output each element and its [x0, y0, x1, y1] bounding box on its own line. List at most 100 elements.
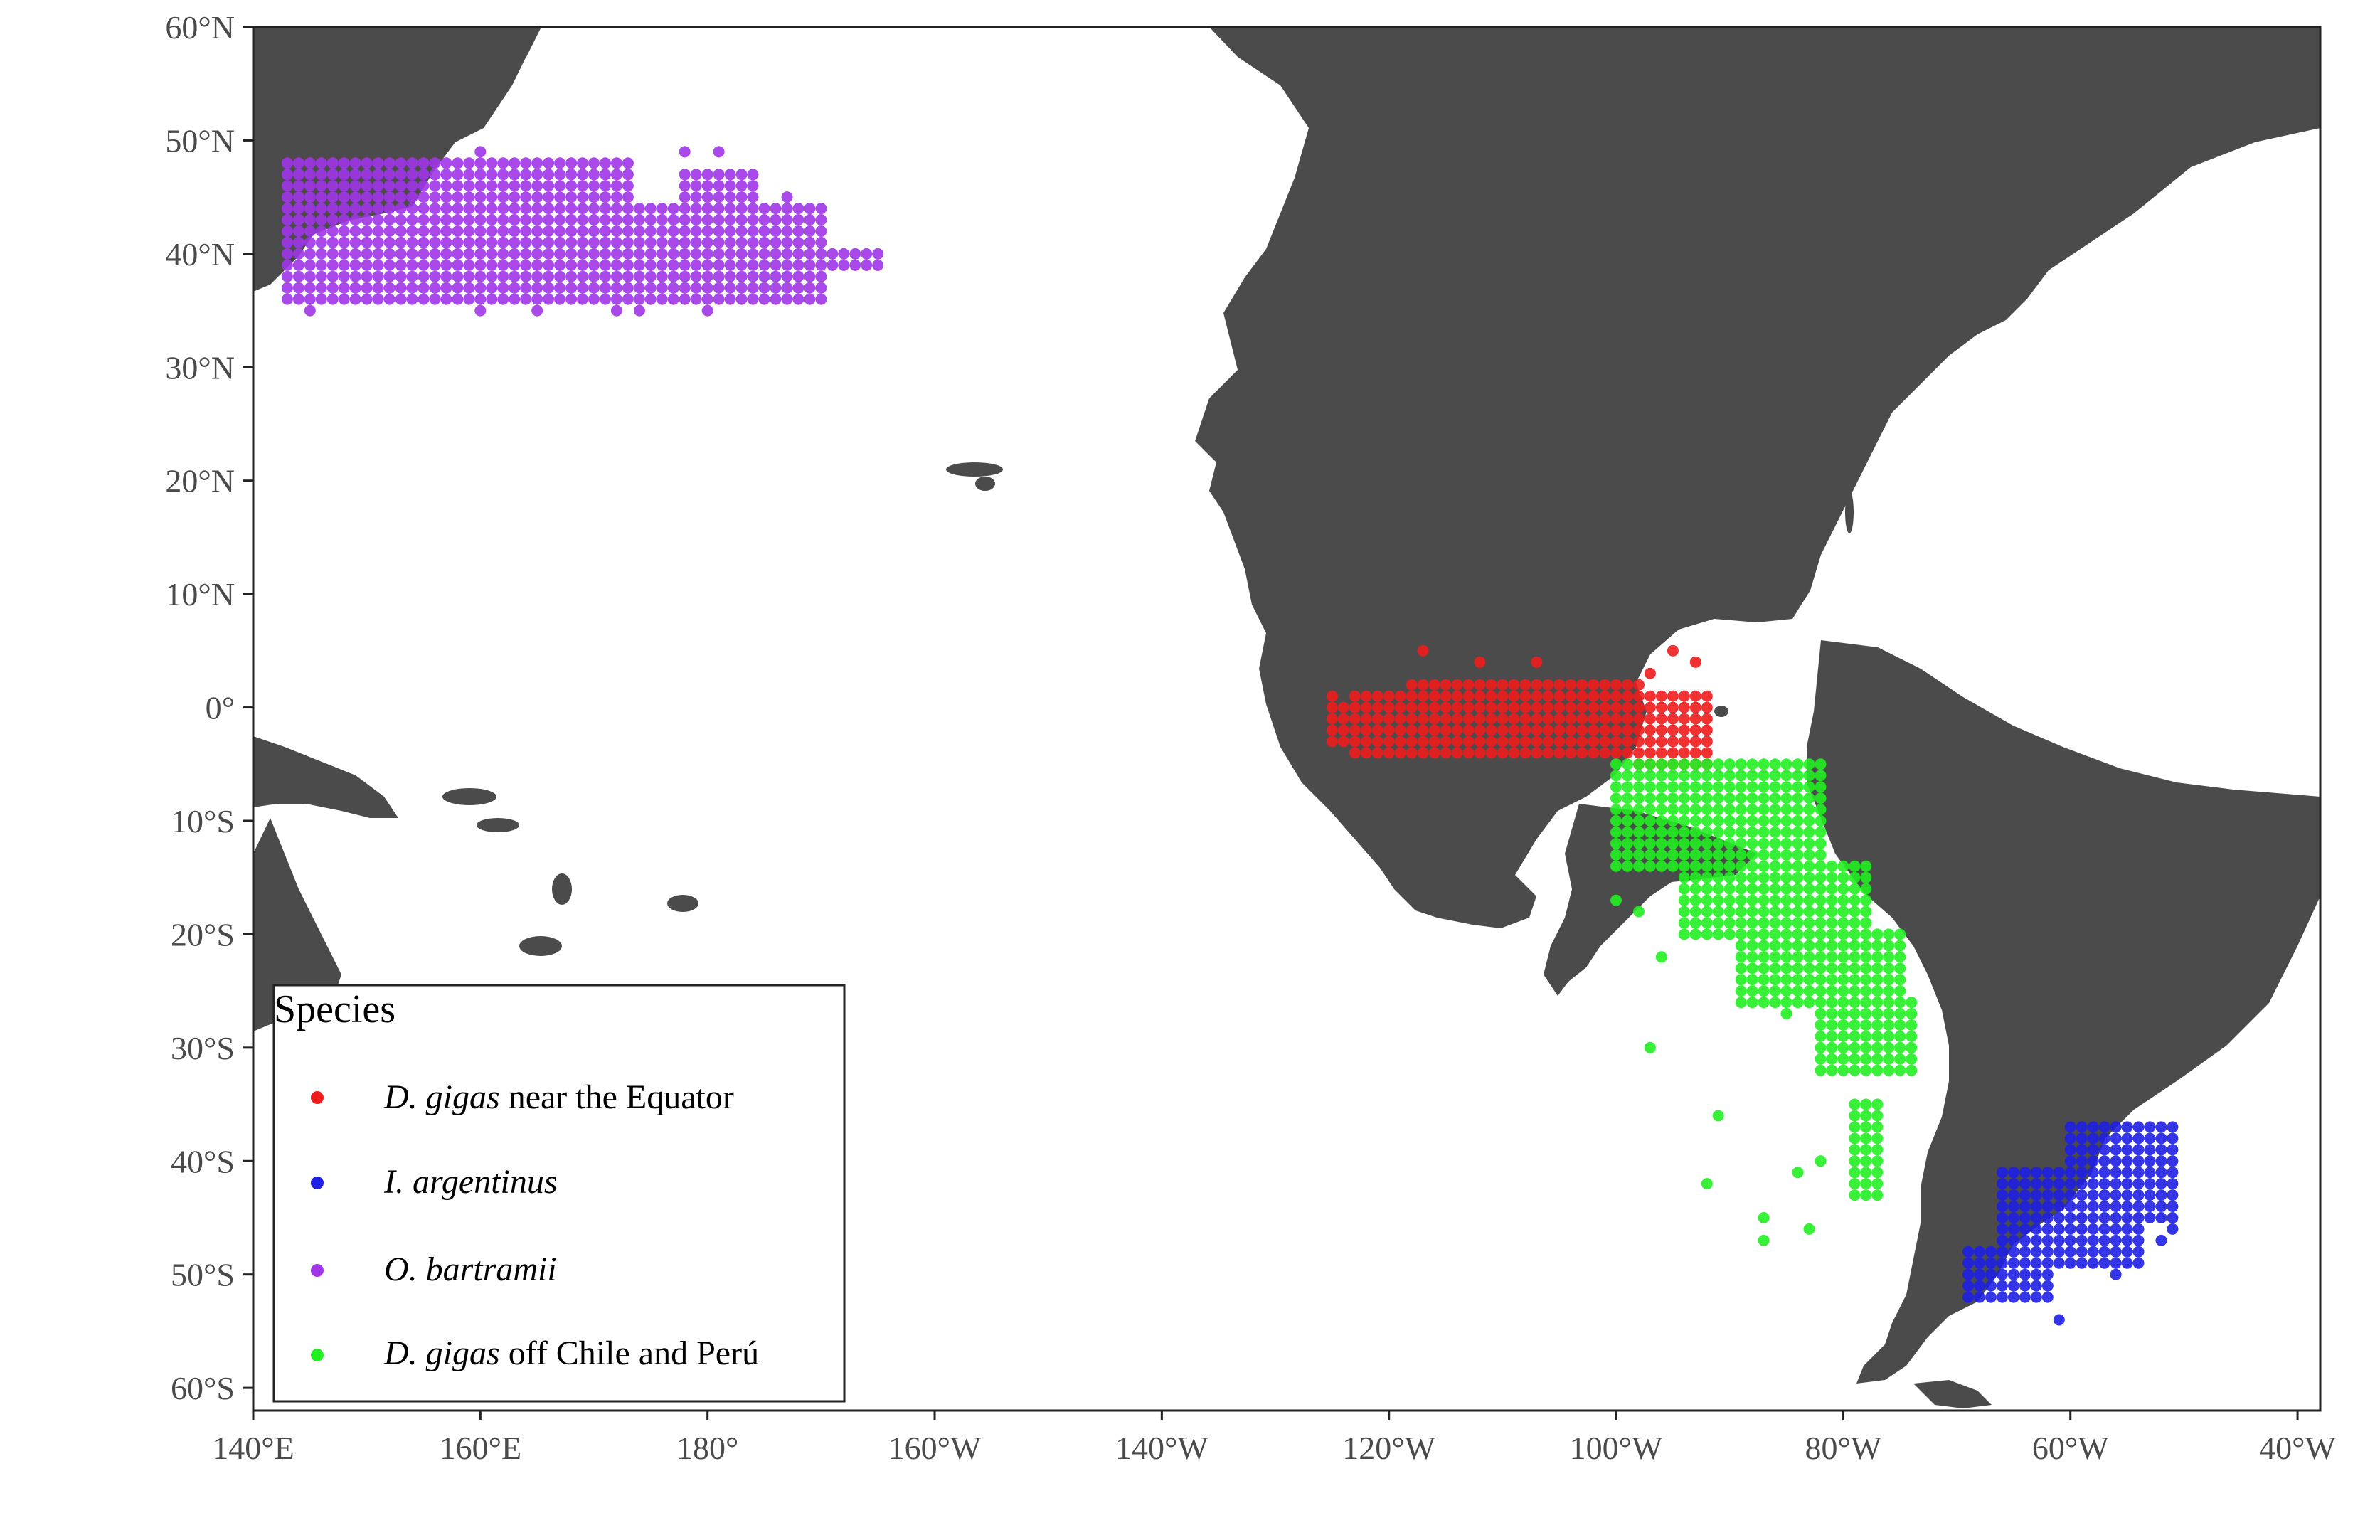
argentinus-point	[2098, 1246, 2110, 1258]
bartramii-point	[406, 203, 418, 215]
chile-peru-gigas-point	[1667, 781, 1679, 793]
equator-gigas-point	[1701, 713, 1713, 725]
bartramii-point	[315, 236, 327, 248]
argentinus-point	[2121, 1167, 2133, 1179]
chile-peru-gigas-point	[1780, 758, 1792, 770]
bartramii-point	[315, 225, 327, 237]
chile-peru-gigas-point	[1837, 1008, 1849, 1019]
bartramii-point	[463, 191, 475, 203]
chile-peru-gigas-point	[1792, 917, 1804, 929]
chile-peru-gigas-point	[1883, 962, 1895, 975]
argentinus-point	[2007, 1167, 2019, 1179]
argentinus-point	[2144, 1132, 2156, 1145]
chile-peru-gigas-point	[1769, 997, 1781, 1009]
bartramii-point	[770, 293, 782, 305]
bartramii-point	[281, 203, 293, 215]
bartramii-point	[701, 214, 713, 225]
chile-peru-gigas-point	[1769, 917, 1781, 929]
chile-peru-gigas-point	[1837, 1053, 1849, 1065]
chile-peru-gigas-point	[1723, 837, 1736, 849]
chile-peru-gigas-point	[1826, 1008, 1838, 1019]
bartramii-point	[577, 214, 588, 225]
equator-gigas-point	[1553, 747, 1566, 759]
bartramii-point	[349, 282, 361, 294]
bartramii-point	[531, 169, 543, 181]
bartramii-point	[701, 270, 713, 282]
chile-peru-gigas-point	[1860, 997, 1872, 1009]
legend-label-chile-peru-gigas: D. gigas off Chile and Perú	[383, 1334, 759, 1372]
chile-peru-gigas-point	[1837, 1030, 1849, 1042]
chile-peru-gigas-point	[1644, 781, 1656, 793]
bartramii-point	[383, 293, 395, 305]
bartramii-point	[781, 236, 793, 248]
chile-peru-gigas-point	[1655, 815, 1667, 827]
bartramii-point	[349, 259, 361, 271]
bartramii-point	[395, 180, 407, 192]
bartramii-point	[315, 169, 327, 181]
argentinus-point	[2076, 1178, 2088, 1190]
y-tick-label: 30°S	[171, 1030, 235, 1066]
chile-peru-gigas-point	[1792, 974, 1804, 986]
bartramii-point	[713, 225, 725, 237]
chile-peru-gigas-point	[1769, 962, 1781, 975]
bartramii-point	[474, 248, 487, 260]
equator-gigas-point	[1383, 713, 1395, 725]
bartramii-point	[486, 270, 498, 282]
bartramii-point	[758, 203, 770, 215]
bartramii-point	[463, 157, 475, 169]
chile-peru-gigas-point	[1780, 826, 1792, 838]
equator-gigas-point	[1678, 701, 1690, 713]
bartramii-point	[633, 203, 645, 215]
bartramii-point	[735, 180, 748, 192]
bartramii-point	[622, 259, 634, 271]
bartramii-point	[304, 248, 316, 260]
argentinus-point	[2087, 1212, 2099, 1223]
bartramii-point	[486, 282, 498, 294]
chile-peru-gigas-point	[1815, 1064, 1827, 1076]
chile-peru-gigas-point	[1837, 871, 1849, 883]
chile-peru-gigas-point	[1746, 997, 1758, 1009]
bartramii-point	[577, 248, 588, 260]
chile-peru-gigas-point	[1803, 804, 1815, 815]
argentinus-point	[2110, 1257, 2122, 1269]
argentinus-point	[2167, 1223, 2179, 1235]
equator-gigas-point	[1462, 713, 1475, 725]
bartramii-point	[304, 259, 316, 271]
bartramii-point	[543, 214, 555, 225]
bartramii-point	[429, 180, 441, 192]
bartramii-point	[804, 293, 816, 305]
bartramii-point	[520, 169, 532, 181]
bartramii-point	[633, 270, 645, 282]
argentinus-point	[2155, 1212, 2167, 1223]
equator-gigas-point	[1610, 701, 1622, 713]
chile-peru-gigas-point	[1689, 894, 1701, 906]
bartramii-point	[622, 270, 634, 282]
chile-peru-gigas-point	[1871, 1053, 1884, 1065]
chile-peru-gigas-point	[1871, 1121, 1884, 1133]
chile-peru-gigas-point	[1769, 894, 1781, 906]
chile-peru-gigas-point	[1735, 758, 1747, 770]
bartramii-point	[463, 180, 475, 192]
chile-peru-gigas-point	[1792, 985, 1804, 997]
chile-peru-gigas-point	[1837, 917, 1849, 929]
chile-peru-gigas-point	[1815, 792, 1827, 804]
bartramii-point	[588, 293, 600, 305]
chile-peru-gigas-point	[1894, 940, 1906, 952]
bartramii-point	[735, 225, 748, 237]
equator-gigas-point	[1485, 747, 1497, 759]
bartramii-point	[600, 270, 611, 282]
bartramii-point	[361, 236, 373, 248]
bartramii-point	[361, 248, 373, 260]
chile-peru-gigas-point	[1792, 871, 1804, 883]
legend: Species D. gigas near the Equator I. arg…	[272, 984, 846, 1403]
equator-gigas-point	[1588, 747, 1600, 759]
equator-gigas-point	[1508, 713, 1520, 725]
equator-gigas-point	[1406, 701, 1418, 713]
chile-peru-gigas-point	[1735, 906, 1747, 918]
chile-peru-gigas-point	[1871, 1030, 1884, 1042]
chile-peru-gigas-point	[1826, 906, 1838, 918]
bartramii-point	[701, 259, 713, 271]
chile-peru-gigas-point	[1860, 1132, 1872, 1145]
chile-peru-gigas-point	[1622, 826, 1633, 838]
chile-peru-gigas-point	[1746, 781, 1758, 793]
